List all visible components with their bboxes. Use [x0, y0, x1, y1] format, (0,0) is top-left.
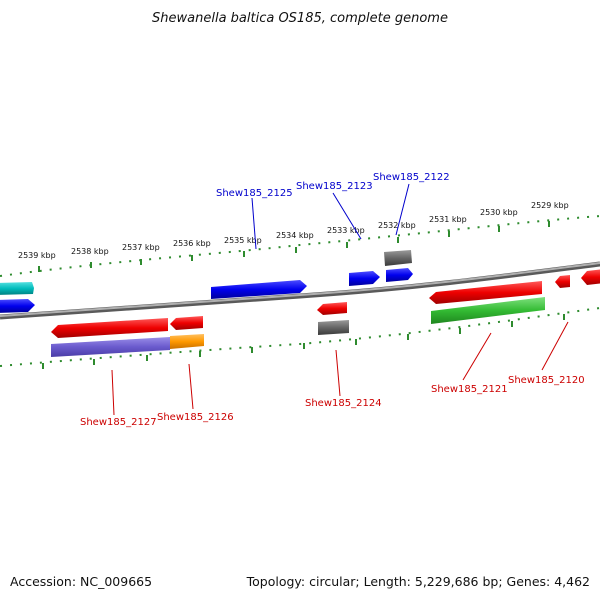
- gene-label: Shew185_2125: [216, 188, 293, 199]
- gene-feature[interactable]: [581, 269, 600, 285]
- gene-feature[interactable]: [51, 337, 170, 357]
- gene-label: Shew185_2126: [157, 412, 234, 423]
- scale-label: 2533 kbp: [327, 226, 365, 235]
- gene-label: Shew185_2120: [508, 375, 585, 386]
- gene-feature[interactable]: [384, 250, 412, 266]
- scale-label: 2538 kbp: [71, 247, 109, 256]
- forward-gene-labels: Shew185_2125 Shew185_2123 Shew185_2122: [216, 172, 450, 250]
- gene-label: Shew185_2123: [296, 181, 373, 192]
- gene-feature[interactable]: [431, 297, 545, 324]
- gene-feature[interactable]: [349, 271, 380, 286]
- scale-label: 2532 kbp: [378, 221, 416, 230]
- accession-text: Accession: NC_009665: [10, 574, 152, 589]
- scale-label: 2536 kbp: [173, 239, 211, 248]
- scale-label: 2539 kbp: [18, 251, 56, 260]
- gene-feature[interactable]: [211, 280, 307, 299]
- scale-label: 2537 kbp: [122, 243, 160, 252]
- gene-feature[interactable]: [317, 302, 347, 315]
- gene-feature[interactable]: [0, 299, 35, 313]
- gene-feature[interactable]: [170, 334, 204, 349]
- gene-feature[interactable]: [170, 316, 203, 330]
- scale-label: 2534 kbp: [276, 231, 314, 240]
- scale-label: 2531 kbp: [429, 215, 467, 224]
- gene-feature[interactable]: [429, 281, 542, 304]
- scale-label: 2535 kbp: [224, 236, 262, 245]
- gene-label: Shew185_2121: [431, 384, 508, 395]
- gene-feature[interactable]: [555, 275, 570, 288]
- outer-scale-track: [0, 215, 600, 277]
- gene-label: Shew185_2127: [80, 417, 157, 428]
- forward-strand-genes: [0, 250, 413, 313]
- gene-label: Shew185_2124: [305, 398, 382, 409]
- gene-label: Shew185_2122: [373, 172, 450, 183]
- gene-feature[interactable]: [318, 320, 349, 335]
- genome-backbone: [0, 261, 600, 320]
- scale-label: 2530 kbp: [480, 208, 518, 217]
- scale-label: 2529 kbp: [531, 201, 569, 210]
- gene-feature[interactable]: [51, 318, 168, 338]
- topology-text: Topology: circular; Length: 5,229,686 bp…: [246, 574, 590, 589]
- gene-feature[interactable]: [386, 268, 413, 282]
- map-title: Shewanella baltica OS185, complete genom…: [152, 11, 448, 26]
- inner-scale-track: [0, 307, 600, 369]
- reverse-strand-genes: [51, 269, 600, 357]
- reverse-gene-labels: Shew185_2127 Shew185_2126 Shew185_2124 S…: [80, 321, 585, 428]
- gene-feature[interactable]: [0, 282, 34, 295]
- scale-labels: 2539 kbp 2538 kbp 2537 kbp 2536 kbp 2535…: [18, 201, 569, 260]
